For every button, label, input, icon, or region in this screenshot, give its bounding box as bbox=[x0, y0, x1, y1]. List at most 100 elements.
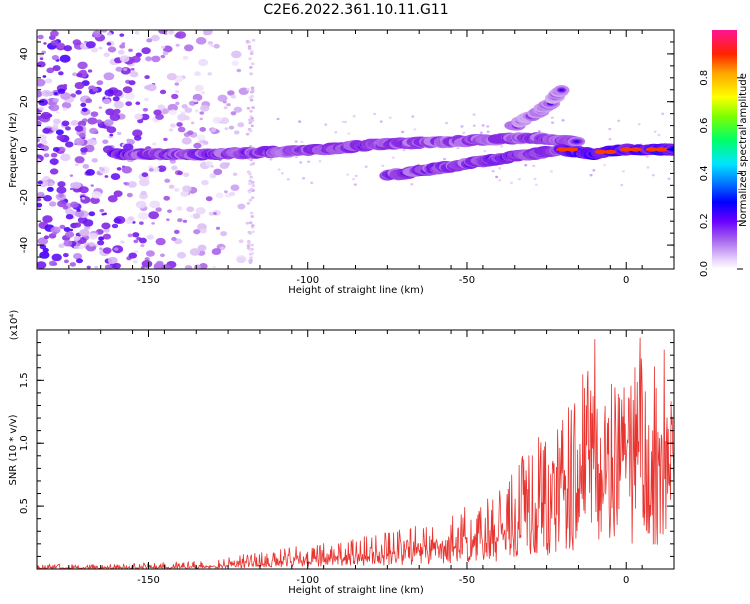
spectrogram-noise-blob bbox=[74, 82, 85, 90]
spectrogram-noise-blob bbox=[91, 191, 102, 199]
spectrogram-noise-blob bbox=[95, 119, 103, 124]
spectrogram-noise-blob bbox=[72, 72, 78, 77]
spectrogram-noise-blob bbox=[43, 153, 50, 158]
spectrogram-noise-blob bbox=[247, 182, 252, 186]
spectrogram-noise-blob bbox=[42, 215, 53, 223]
spectrogram-noise-blob bbox=[190, 121, 195, 125]
spectrogram-peak-blob bbox=[645, 147, 658, 152]
spectrogram-noise-blob bbox=[232, 172, 238, 176]
spectrogram-noise-blob bbox=[72, 39, 81, 46]
spectrogram-noise-blob bbox=[60, 92, 71, 100]
spectrogram-noise-blob bbox=[117, 49, 125, 55]
spectrogram-noise-blob bbox=[49, 168, 59, 175]
spectrogram-noise-blob bbox=[46, 186, 54, 192]
spectrogram-noise-blob bbox=[171, 165, 178, 171]
spectrogram-noise-blob bbox=[481, 124, 485, 127]
spectrogram-noise-blob bbox=[176, 251, 187, 259]
spectrogram-noise-blob bbox=[238, 239, 244, 244]
x-tick-label: 0 bbox=[623, 575, 629, 586]
spectrogram-noise-blob bbox=[181, 137, 192, 145]
spectrogram-noise-blob bbox=[87, 69, 93, 73]
spectrogram-noise-blob bbox=[163, 195, 171, 201]
spectrogram-noise-blob bbox=[100, 167, 105, 172]
spectrogram-noise-blob bbox=[49, 103, 60, 112]
spectrogram-noise-blob bbox=[250, 215, 255, 218]
spectrogram-noise-blob bbox=[141, 172, 149, 178]
spectrogram-noise-blob bbox=[102, 247, 112, 254]
spectrogram-noise-blob bbox=[62, 205, 69, 210]
spectrogram-noise-blob bbox=[127, 216, 135, 222]
spectrogram-noise-blob bbox=[169, 109, 177, 116]
spectrogram-noise-blob bbox=[483, 149, 487, 153]
spectrogram-noise-blob bbox=[113, 190, 123, 197]
spectrogram-noise-blob bbox=[80, 102, 87, 108]
spectrogram-noise-blob bbox=[495, 175, 499, 179]
y-tick-label: 40 bbox=[19, 48, 30, 61]
spectrogram-noise-blob bbox=[59, 224, 66, 230]
spectrogram-noise-blob bbox=[102, 98, 111, 105]
x-tick-label: 0 bbox=[623, 275, 629, 286]
spectrogram-noise-blob bbox=[192, 213, 201, 219]
spectrogram-noise-blob bbox=[81, 107, 88, 112]
spectrogram-noise-blob bbox=[251, 224, 255, 227]
spectrogram-noise-blob bbox=[223, 106, 228, 110]
spectrogram-noise-blob bbox=[144, 75, 150, 80]
spectrogram-noise-blob bbox=[182, 172, 190, 178]
spectrogram-noise-blob bbox=[75, 90, 82, 95]
spectrogram-noise-blob bbox=[43, 42, 47, 45]
spectrogram-noise-blob bbox=[157, 104, 166, 110]
spectrogram-noise-blob bbox=[224, 127, 229, 131]
spectrogram-noise-blob bbox=[140, 244, 145, 248]
spectrogram-noise-blob bbox=[116, 131, 122, 135]
spectrogram-noise-blob bbox=[78, 245, 85, 250]
spectrogram-noise-blob bbox=[250, 95, 254, 98]
spectrogram-noise-blob bbox=[248, 248, 253, 252]
spectrogram-noise-blob bbox=[200, 90, 206, 95]
colorbar-tick-label: 0.2 bbox=[699, 213, 710, 229]
spectrogram-noise-blob bbox=[207, 72, 213, 76]
spectrogram-noise-blob bbox=[51, 54, 59, 61]
spectrogram-noise-blob bbox=[120, 240, 125, 244]
spectrogram-noise-blob bbox=[109, 133, 114, 137]
spectrogram-noise-blob bbox=[146, 38, 153, 43]
spectrogram-noise-blob bbox=[38, 54, 44, 58]
spectrogram-noise-blob bbox=[177, 126, 186, 133]
spectrogram-noise-blob bbox=[52, 146, 60, 153]
spectrogram-noise-blob bbox=[443, 157, 447, 161]
spectrogram-noise-blob bbox=[106, 42, 112, 46]
spectrogram-noise-blob bbox=[98, 106, 103, 109]
spectrogram-noise-blob bbox=[667, 177, 671, 180]
spectrogram-noise-blob bbox=[163, 137, 168, 142]
spectrogram-noise-blob bbox=[73, 236, 81, 241]
spectrogram-noise-blob bbox=[347, 132, 351, 135]
spectrogram-noise-blob bbox=[167, 209, 172, 213]
spectrogram-peak-blob bbox=[620, 147, 633, 152]
spectrogram-noise-blob bbox=[121, 42, 126, 46]
spectrogram-noise-blob bbox=[246, 244, 251, 248]
spectrogram-ticks: -150 -100 -50 0 -40 -20 0 20 40 bbox=[19, 29, 675, 286]
spectrogram-noise-blob bbox=[250, 86, 255, 90]
spectrogram-noise-blob bbox=[373, 112, 377, 116]
spectrogram-noise-blob bbox=[175, 90, 180, 94]
y-tick-label: 0 bbox=[19, 146, 30, 152]
spectrogram-noise-blob bbox=[88, 211, 96, 217]
spectrogram-noise-blob bbox=[175, 101, 180, 105]
spectrogram-noise-blob bbox=[250, 89, 255, 92]
spectrogram-noise-blob bbox=[193, 142, 202, 149]
spectrogram-noise-blob bbox=[63, 253, 69, 258]
spectrogram-noise-blob bbox=[155, 260, 164, 267]
spectrogram-noise-blob bbox=[96, 80, 104, 86]
snr-series-line bbox=[37, 337, 674, 569]
spectrogram-noise-blob bbox=[149, 200, 161, 209]
spectrogram-noise-blob bbox=[199, 228, 207, 234]
spectrogram-noise-blob bbox=[98, 46, 103, 50]
spectrogram-noise-blob bbox=[113, 217, 122, 224]
spectrogram-noise-blob bbox=[109, 113, 121, 121]
spectrogram-noise-blob bbox=[251, 184, 256, 187]
spectrogram-noise-blob bbox=[166, 73, 177, 81]
spectrogram-noise-blob bbox=[230, 111, 237, 116]
spectrogram-noise-blob bbox=[50, 30, 59, 37]
spectrogram-noise-blob bbox=[249, 158, 254, 162]
spectrogram-noise-blob bbox=[134, 250, 139, 254]
